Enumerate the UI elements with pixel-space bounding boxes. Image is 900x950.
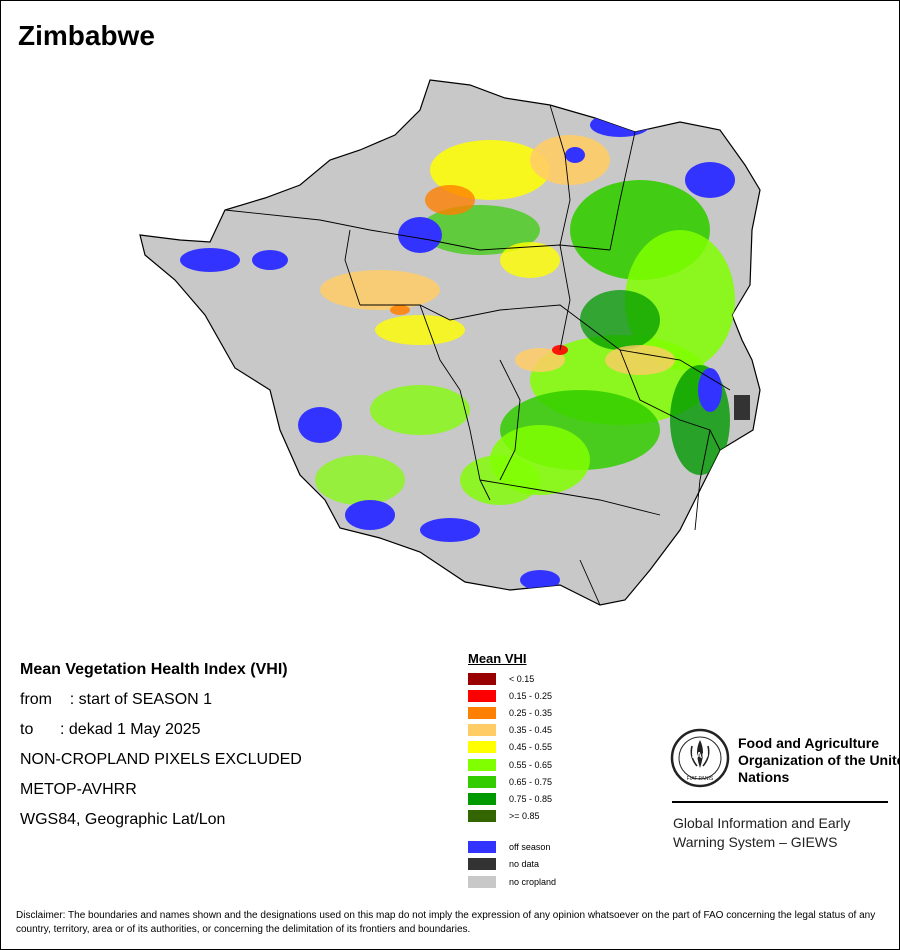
legend-item: no data (468, 856, 556, 873)
legend-item: off season (468, 839, 556, 856)
legend-item: no cropland (468, 873, 556, 890)
legend-swatch (468, 758, 496, 771)
legend-swatch (468, 792, 496, 805)
cropland-note: NON-CROPLAND PIXELS EXCLUDED (20, 751, 302, 768)
legend-item: 0.25 - 0.35 (468, 704, 556, 721)
legend-swatch (468, 858, 496, 871)
index-heading: Mean Vegetation Health Index (VHI) (20, 661, 288, 678)
legend-label: 0.35 - 0.45 (509, 725, 553, 736)
legend-label: off season (509, 842, 551, 853)
legend-swatch (468, 706, 496, 719)
legend-item: 0.35 - 0.45 (468, 722, 556, 739)
to-value: : dekad 1 May 2025 (60, 721, 201, 738)
map-info: Mean Vegetation Health Index (VHI) from … (20, 655, 302, 835)
legend-label: no data (509, 859, 540, 870)
legend-label: 0.55 - 0.65 (509, 759, 553, 770)
legend-label: 0.75 - 0.85 (509, 793, 553, 804)
zimbabwe-map (120, 60, 780, 620)
fao-motto: FIAT PANIS (687, 776, 714, 782)
legend-label: 0.15 - 0.25 (509, 690, 553, 701)
legend-label: < 0.15 (509, 673, 535, 684)
legend-item: 0.15 - 0.25 (468, 687, 556, 704)
map-title: Zimbabwe (18, 20, 155, 51)
from-row: from : start of SEASON 1 (20, 685, 302, 715)
legend-item: >= 0.85 (468, 808, 556, 825)
legend-label: >= 0.85 (509, 811, 540, 822)
legend-item: 0.65 - 0.75 (468, 773, 556, 790)
projection-label: WGS84, Geographic Lat/Lon (20, 811, 226, 828)
legend-label: 0.25 - 0.35 (509, 707, 553, 718)
fao-logo-icon: FAO FIAT PANIS (670, 728, 730, 788)
legend-item: 0.45 - 0.55 (468, 739, 556, 756)
legend-swatch (468, 724, 496, 737)
to-row: to : dekad 1 May 2025 (20, 715, 302, 745)
fao-divider (672, 801, 888, 803)
legend-swatch (468, 741, 496, 754)
sensor-label: METOP-AVHRR (20, 781, 137, 798)
legend-swatch (468, 841, 496, 854)
legend-swatch (468, 672, 496, 685)
province-boundaries (224, 104, 731, 606)
disclaimer: Disclaimer: The boundaries and names sho… (16, 910, 876, 935)
legend-label: 0.65 - 0.75 (509, 776, 553, 787)
to-label: to (20, 721, 34, 738)
legend: Mean VHI < 0.15 0.15 - 0.25 0.25 - 0.35 0.3… (468, 651, 556, 890)
legend-item: 0.75 - 0.85 (468, 790, 556, 807)
legend-gap (468, 825, 556, 839)
legend-label: no cropland (509, 876, 557, 887)
legend-item: 0.55 - 0.65 (468, 756, 556, 773)
legend-swatch (468, 810, 496, 823)
legend-label: 0.45 - 0.55 (509, 742, 553, 753)
legend-swatch (468, 875, 496, 888)
legend-extra: off season no data no cropland (468, 839, 556, 891)
from-label: from (20, 691, 52, 708)
legend-title: Mean VHI (468, 651, 527, 666)
legend-classes: < 0.15 0.15 - 0.25 0.25 - 0.35 0.35 - 0.45 0… (468, 670, 556, 825)
fao-letters: FAO (692, 751, 708, 760)
fao-name: Food and Agriculture Organization of the… (738, 735, 900, 785)
from-value: : start of SEASON 1 (69, 691, 213, 708)
legend-item: < 0.15 (468, 670, 556, 687)
legend-swatch (468, 689, 496, 702)
legend-swatch (468, 775, 496, 788)
vhi-raster (180, 113, 750, 590)
giews-name: Global Information and Early Warning Sys… (673, 815, 851, 850)
